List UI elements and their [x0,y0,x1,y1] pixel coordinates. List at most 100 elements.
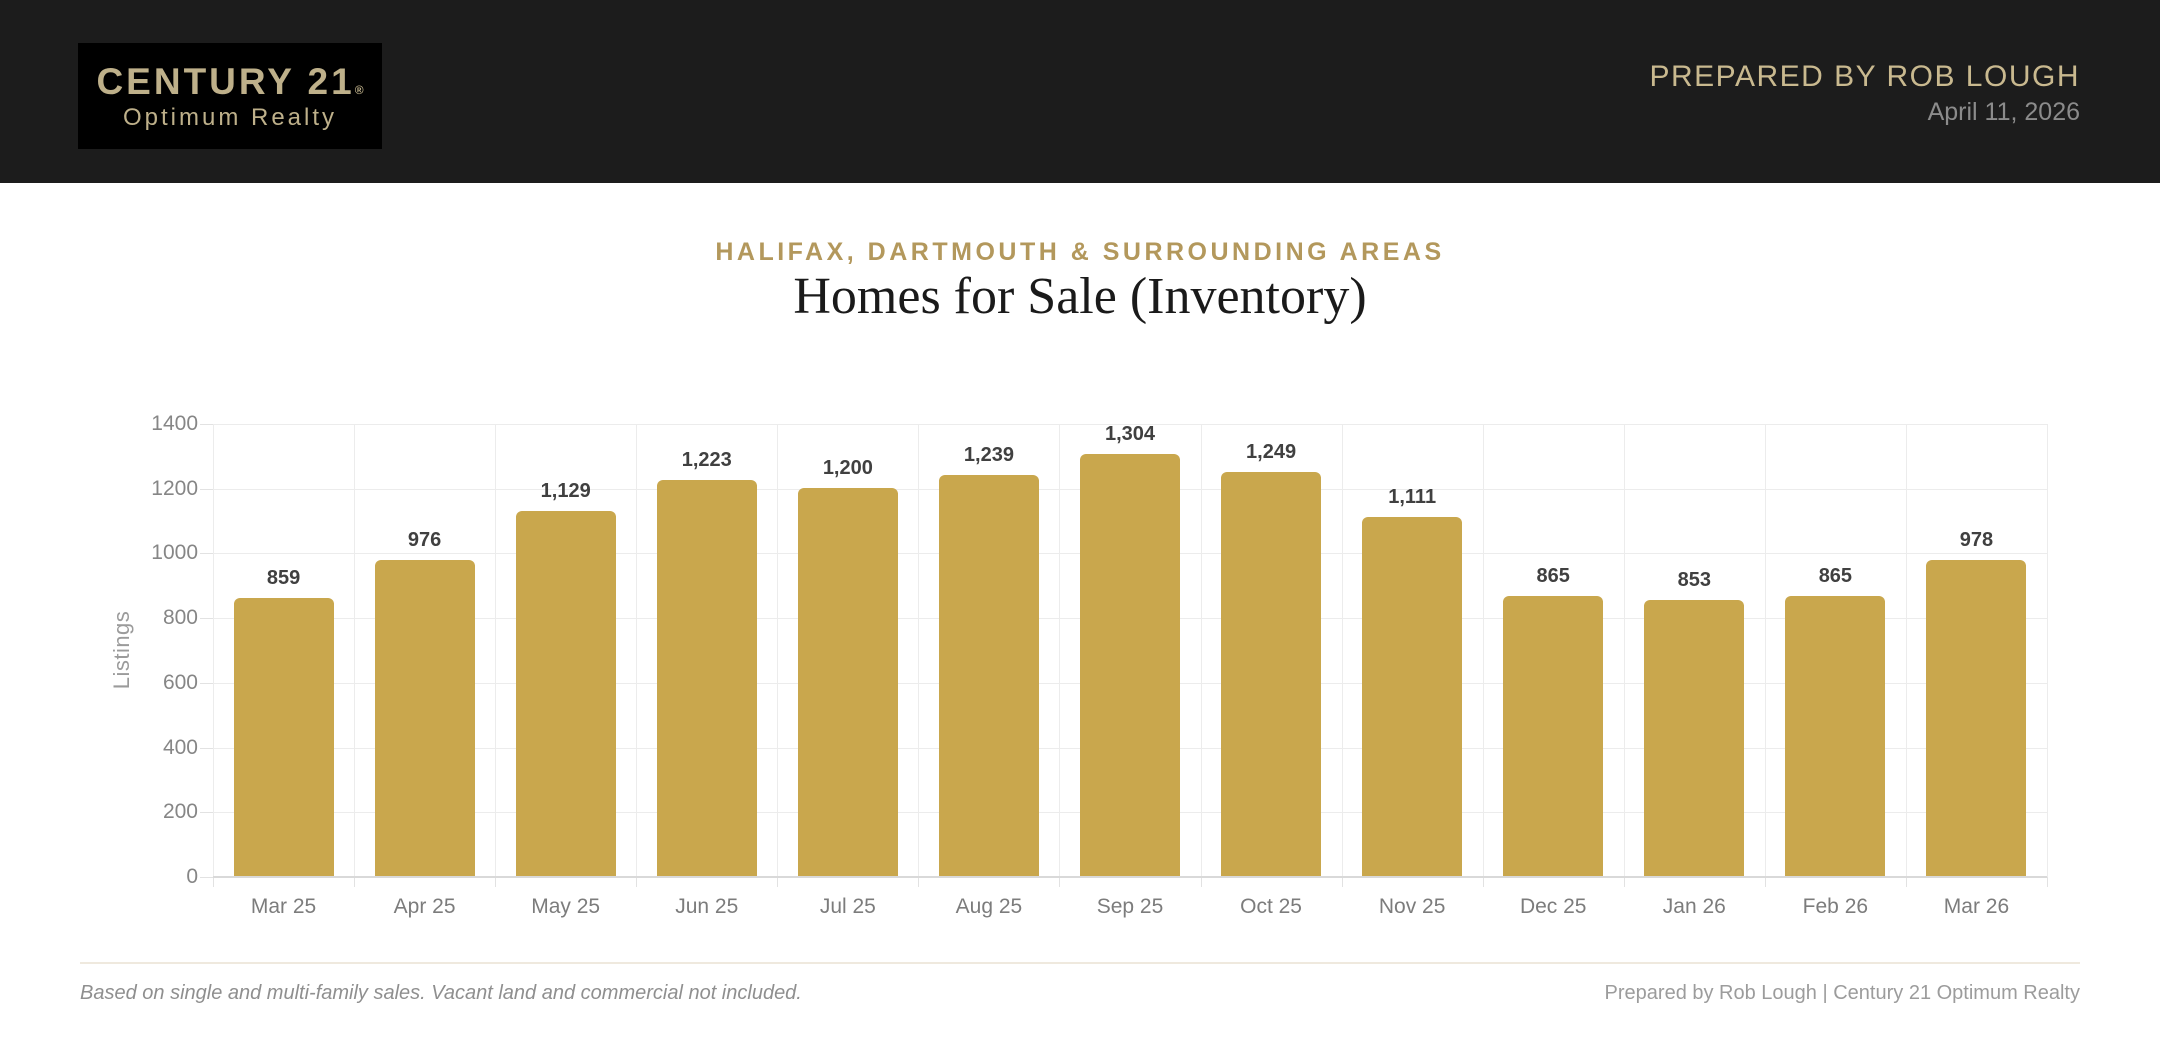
bar-value-label: 1,249 [1246,441,1297,463]
x-tick [1342,877,1343,887]
y-tick-label: 1000 [151,541,198,565]
inventory-bar [1362,517,1463,876]
y-tick-label: 400 [162,735,198,759]
inventory-bar [1785,596,1886,876]
plot-area: 859 Mar 25 976 Apr 25 1,129 May 25 1,223 Jun 25… [213,423,2048,918]
v-gridline [213,424,214,877]
inventory-bar [233,598,334,876]
logo-subbrand-text: Optimum Realty [122,103,338,131]
region-subtitle: HALIFAX, DARTMOUTH & SURROUNDING AREAS [715,238,1445,266]
header-right-block: PREPARED BY ROB LOUGH April 11, 2026 [1650,62,2081,125]
x-tick [1059,877,1060,887]
v-gridline [1624,424,1625,877]
x-axis-label: Jan 26 [1662,895,1726,918]
v-gridline [777,424,778,877]
v-gridline [1765,424,1766,877]
x-axis-line [213,876,2047,878]
y-tick-label: 200 [162,800,198,824]
bar-value-label: 1,239 [963,444,1014,466]
x-axis-label: Feb 26 [1802,895,1869,918]
y-tick [200,877,213,878]
bar-value-label: 1,304 [1104,423,1156,445]
bar-value-label: 1,129 [540,480,591,502]
v-gridline [1201,424,1202,877]
inventory-bar [797,488,898,876]
v-gridline [1483,424,1484,877]
inventory-bar [1926,560,2027,876]
x-axis-label: Aug 25 [955,895,1023,918]
x-tick [1906,877,1907,887]
x-tick [495,877,496,887]
y-tick-label: 0 [186,865,198,888]
logo-brand-name: CENTURY 21 [96,60,355,102]
v-gridline [918,424,919,877]
bar-value-label: 978 [1959,529,1994,551]
x-tick [1624,877,1625,887]
x-axis-label: Jun 25 [675,895,739,918]
logo-brand-text: CENTURY 21® [96,63,363,100]
footer: Based on single and multi-family sales. … [80,982,2080,1005]
y-tick [200,553,213,555]
v-gridline [1906,424,1907,877]
x-axis-label: Jul 25 [819,895,876,918]
prepared-by-text: PREPARED BY ROB LOUGH [1649,60,2080,93]
v-gridline [636,424,637,877]
bar-value-label: 859 [266,567,301,589]
inventory-bar [1503,596,1604,876]
inventory-bar [374,560,475,876]
footer-credit: Prepared by Rob Lough | Century 21 Optim… [1604,982,2080,1004]
x-axis-label: Oct 25 [1240,895,1302,918]
inventory-bar [938,475,1039,876]
footer-disclaimer: Based on single and multi-family sales. … [80,982,802,1004]
bar-value-label: 853 [1677,569,1711,591]
v-gridline [1059,424,1060,877]
v-gridline [2047,424,2048,877]
bar-chart: Listings 0 200 400 600 800 1000 1200 1400 859 Ma… [0,412,2160,924]
bar-value-label: 1,111 [1388,486,1437,508]
x-axis-label: Mar 26 [1943,895,2010,918]
x-tick [777,877,778,887]
x-tick [636,877,637,887]
x-tick [918,877,919,887]
x-tick [213,877,214,887]
y-tick-label: 600 [162,670,198,694]
footer-divider [80,962,2080,964]
y-tick [200,747,213,749]
bar-value-label: 976 [407,529,442,551]
registered-mark-icon: ® [354,82,364,97]
y-tick [200,488,213,490]
y-tick [200,812,213,814]
x-tick [1483,877,1484,887]
v-gridline [1342,424,1343,877]
bar-value-label: 1,223 [681,449,732,471]
h-gridline [213,424,2047,425]
x-tick [354,877,355,887]
y-tick-label: 800 [162,606,198,630]
y-tick [200,682,213,684]
x-axis-label: Nov 25 [1378,895,1446,918]
inventory-bar [1221,472,1322,876]
century21-logo: CENTURY 21® Optimum Realty [78,43,382,149]
x-tick [1765,877,1766,887]
x-axis-label: May 25 [531,895,601,918]
bar-value-label: 865 [1536,565,1570,587]
page-title: Homes for Sale (Inventory) [793,268,1367,325]
inventory-bar [1644,600,1745,876]
bar-value-label: 865 [1818,565,1853,587]
inventory-bar [515,511,616,876]
x-axis-label: Apr 25 [393,895,456,918]
y-tick-label: 1400 [151,412,198,435]
bar-value-label: 1,200 [822,457,873,479]
v-gridline [354,424,355,877]
y-tick [200,618,213,620]
x-axis-label: Mar 25 [250,895,317,918]
inventory-bar [1080,454,1180,876]
x-tick [1201,877,1202,887]
header-bar: CENTURY 21® Optimum Realty PREPARED BY R… [0,0,2160,183]
y-tick-label: 1200 [151,476,198,500]
x-axis-label: Sep 25 [1096,895,1164,918]
x-tick [2047,877,2048,887]
inventory-bar [656,480,757,876]
x-axis-label: Dec 25 [1519,895,1587,918]
